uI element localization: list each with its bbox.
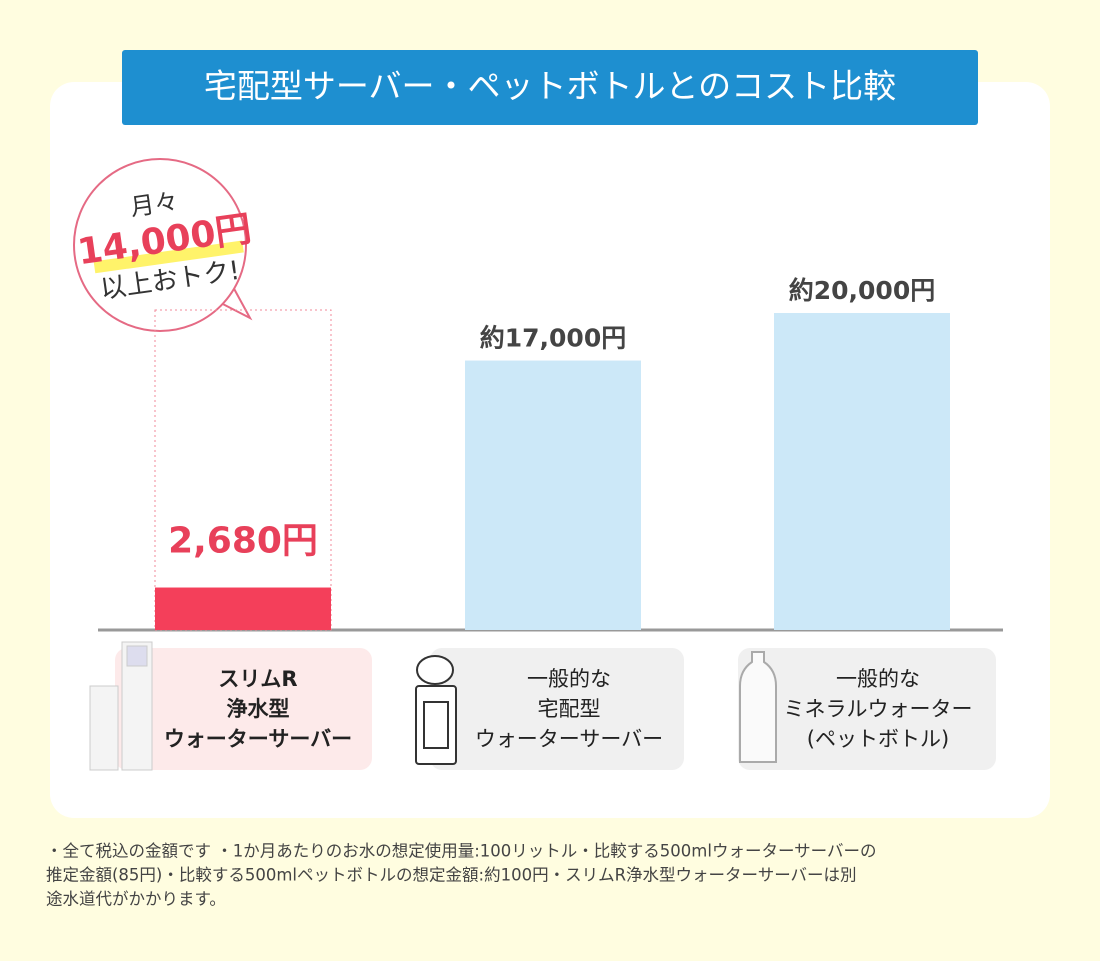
server-icon <box>415 655 457 765</box>
category-box <box>115 648 372 770</box>
value-label: 2,680円 <box>168 521 318 562</box>
footnote-line: 途水道代がかかります。 <box>46 890 226 909</box>
annotation: 月々 <box>129 187 180 221</box>
category-box <box>430 648 684 770</box>
x-tick-label: ウォーターサーバー <box>475 727 663 751</box>
chart-title: 宅配型サーバー・ペットボトルとのコスト比較 <box>204 67 896 106</box>
x-tick-label: ミネラルウォーター <box>784 697 973 721</box>
bottle-icon <box>739 651 777 763</box>
bubble <box>73 158 247 332</box>
footnote-line: 推定金額(85円)・比較する500mlペットボトルの想定金額:約100円・スリム… <box>46 866 857 885</box>
title-banner <box>122 50 978 125</box>
bar <box>155 587 331 630</box>
x-tick-label: ウォーターサーバー <box>164 727 352 751</box>
category-box <box>738 648 996 770</box>
highlight <box>93 240 244 274</box>
value-label: 約17,000円 <box>480 324 626 353</box>
x-tick-label: 一般的な <box>836 667 920 691</box>
footnote: ・全て税込の金額です ・1か月あたりのお水の想定使用量:100リットル・比較する… <box>46 842 876 909</box>
x-tick-label: 宅配型 <box>538 697 601 721</box>
x-tick-label: (ペットボトル) <box>807 727 949 751</box>
purifier-icon <box>89 641 153 771</box>
x-tick-label: スリムR <box>218 667 297 691</box>
value-label: 約20,000円 <box>789 276 935 305</box>
x-tick-label: 一般的な <box>527 667 611 691</box>
bar <box>774 313 950 630</box>
x-tick-label: 浄水型 <box>227 697 290 721</box>
footnote-line: ・全て税込の金額です ・1か月あたりのお水の想定使用量:100リットル・比較する… <box>46 842 876 861</box>
savings-outline <box>154 309 332 631</box>
bar <box>465 360 641 630</box>
